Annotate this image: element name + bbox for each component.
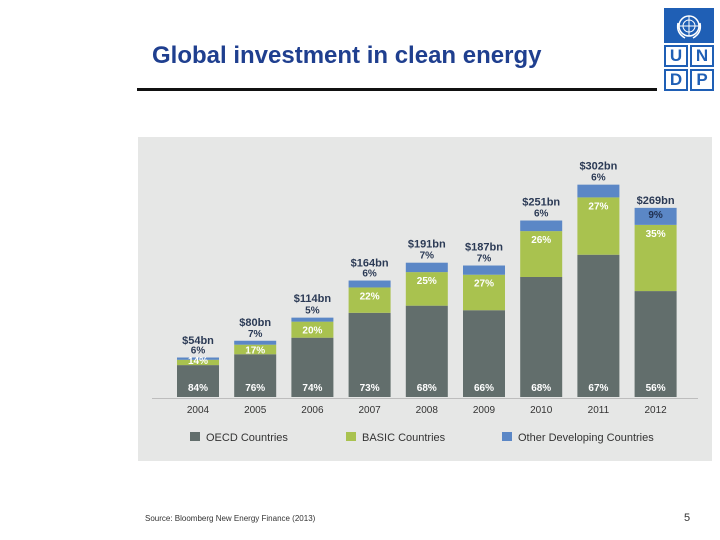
segment-label-2012-0: 56% (646, 383, 666, 394)
segment-label-2005-2: 7% (248, 329, 263, 340)
segment-label-2004-1: 14% (188, 356, 208, 367)
chart-panel: 84% 14% 6% $54bn 2004 76% 17% 7% $80bn 2005 74% 20%… (138, 137, 712, 461)
bar-segment-2011-1 (577, 197, 620, 255)
bar-segment-2006-1 (291, 321, 334, 338)
un-emblem-icon (664, 8, 714, 43)
legend-swatch-2 (502, 432, 512, 441)
x-tick-label-2011: 2011 (588, 405, 610, 416)
bar-segment-2008-2 (405, 262, 448, 273)
bar-segment-2005-1 (234, 344, 277, 355)
page-number: 5 (684, 512, 691, 524)
bar-segment-2007-0 (348, 312, 391, 397)
legend-label-0: OECD Countries (206, 432, 288, 444)
segment-label-2012-1: 35% (646, 229, 666, 240)
logo-letter-p: P (690, 69, 714, 91)
bar-segment-2006-0 (291, 337, 334, 397)
bar-segment-2004-0 (177, 365, 219, 397)
logo-letter-u: U (664, 45, 688, 67)
bar-segment-2007-1 (348, 287, 391, 313)
total-label-2008: $191bn (408, 239, 446, 251)
bar-segment-2010-2 (520, 220, 563, 232)
segment-label-2006-1: 20% (302, 326, 322, 337)
bar-segment-2012-2 (634, 207, 677, 225)
total-label-2006: $114bn (294, 293, 332, 305)
total-label-2010: $251bn (522, 197, 560, 209)
segment-label-2007-2: 6% (362, 269, 377, 280)
bar-segment-2012-1 (634, 224, 677, 292)
legend-label-2: Other Developing Countries (518, 432, 654, 444)
x-tick-label-2006: 2006 (301, 405, 324, 416)
investment-chart: 84%14%6%$54bn200476%17%7%$80bn200574%20%… (152, 161, 698, 444)
total-label-2004: $54bn (182, 335, 214, 347)
bar-segment-2005-2 (234, 340, 277, 345)
segment-label-2004-0: 84% (188, 383, 208, 394)
bar-segment-2006-2 (291, 317, 334, 322)
total-label-2009: $187bn (465, 242, 503, 254)
segment-label-2010-2: 6% (534, 209, 549, 220)
undp-logo: U N D P (664, 8, 716, 91)
segment-label-2009-0: 66% (474, 383, 494, 394)
x-tick-label-2009: 2009 (473, 405, 496, 416)
segment-label-2010-0: 68% (531, 383, 551, 394)
bar-segment-2011-2 (577, 184, 620, 198)
total-label-2011: $302bn (579, 161, 617, 173)
slide-title: Global investment in clean energy (152, 42, 542, 69)
segment-label-2006-0: 74% (302, 383, 322, 394)
bar-segment-2009-1 (463, 274, 505, 311)
x-tick-label-2007: 2007 (358, 405, 381, 416)
bar-segment-2009-0 (463, 310, 505, 397)
source-note: Source: Bloomberg New Energy Finance (20… (145, 514, 316, 523)
bar-segment-2009-2 (463, 265, 505, 275)
x-tick-label-2012: 2012 (644, 405, 667, 416)
bar-segment-2004-1 (177, 359, 219, 366)
segment-label-2010-1: 26% (531, 235, 551, 246)
bar-segment-2011-0 (577, 254, 620, 397)
segment-label-2011-1: 27% (588, 201, 608, 212)
bar-segment-2004-2 (177, 357, 219, 360)
logo-letter-d: D (664, 69, 688, 91)
x-tick-label-2010: 2010 (530, 405, 553, 416)
segment-label-2012-2: 9% (648, 210, 663, 221)
x-tick-label-2008: 2008 (416, 405, 439, 416)
segment-label-2004-2: 6% (191, 346, 206, 357)
legend-label-1: BASIC Countries (362, 432, 446, 444)
bar-segment-2010-1 (520, 231, 563, 277)
title-underline (137, 88, 657, 91)
logo-letter-n: N (690, 45, 714, 67)
total-label-2005: $80bn (239, 317, 271, 329)
bar-segment-2005-0 (234, 354, 277, 397)
segment-label-2005-0: 76% (245, 383, 265, 394)
segment-label-2008-1: 25% (417, 276, 437, 287)
bar-segment-2007-2 (348, 280, 391, 288)
segment-label-2009-2: 7% (477, 254, 492, 265)
segment-label-2007-0: 73% (360, 383, 380, 394)
segment-label-2005-1: 17% (245, 345, 265, 356)
segment-label-2011-2: 6% (591, 173, 606, 184)
segment-label-2007-1: 22% (360, 291, 380, 302)
bar-segment-2012-0 (634, 291, 677, 397)
total-label-2012: $269bn (637, 195, 675, 207)
segment-label-2008-0: 68% (417, 383, 437, 394)
legend-swatch-0 (190, 432, 200, 441)
x-tick-label-2005: 2005 (244, 405, 267, 416)
bar-segment-2010-0 (520, 276, 563, 397)
x-tick-label-2004: 2004 (187, 405, 210, 416)
segment-label-2008-2: 7% (420, 251, 435, 262)
bar-segment-2008-1 (405, 272, 448, 306)
segment-label-2009-1: 27% (474, 279, 494, 290)
total-label-2007: $164bn (351, 258, 389, 270)
bar-segment-2008-0 (405, 305, 448, 397)
segment-label-2011-0: 67% (588, 383, 608, 394)
legend-swatch-1 (346, 432, 356, 441)
segment-label-2006-2: 5% (305, 306, 320, 317)
